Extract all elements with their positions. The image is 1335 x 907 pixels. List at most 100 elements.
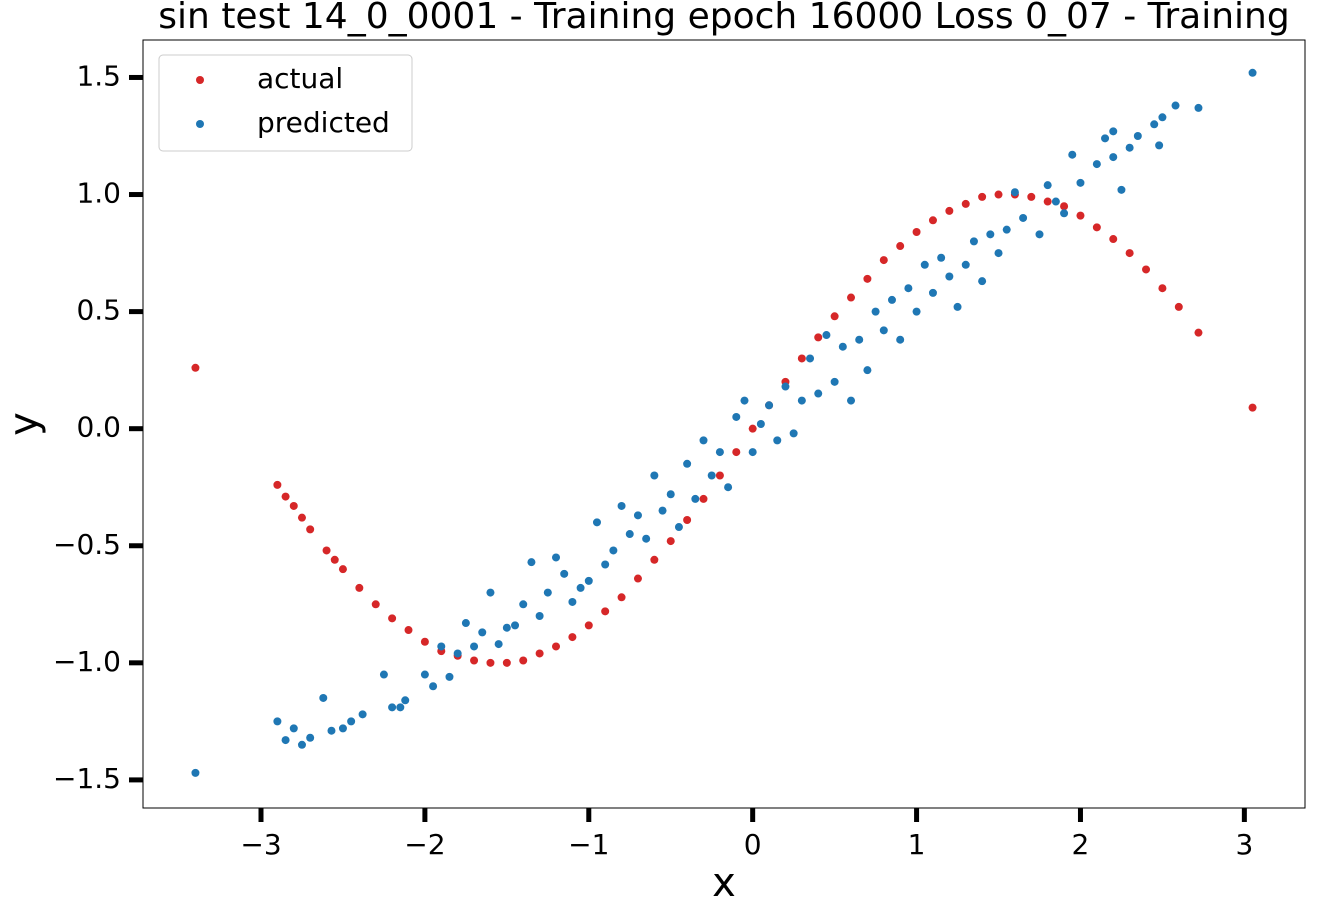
point xyxy=(1019,213,1028,222)
point xyxy=(838,342,847,351)
point xyxy=(732,412,741,421)
legend-marker xyxy=(196,76,204,84)
point xyxy=(404,626,413,635)
point xyxy=(519,656,528,665)
point xyxy=(1248,403,1257,412)
point xyxy=(658,506,667,515)
point xyxy=(273,480,282,489)
plot-frame xyxy=(142,39,1306,809)
point xyxy=(401,696,410,705)
x-tick-label: 3 xyxy=(1235,828,1253,861)
point xyxy=(502,658,511,667)
point xyxy=(1101,134,1110,143)
point xyxy=(306,733,315,742)
x-tick-label: −3 xyxy=(240,828,281,861)
point xyxy=(511,621,520,630)
x-tick-label: −1 xyxy=(568,828,609,861)
point xyxy=(535,649,544,658)
point xyxy=(699,436,708,445)
series xyxy=(191,190,1257,667)
point xyxy=(748,448,757,457)
point xyxy=(683,459,692,468)
point xyxy=(617,501,626,510)
x-tick-label: 2 xyxy=(1072,828,1090,861)
point xyxy=(1109,153,1118,162)
point xyxy=(396,703,405,712)
series xyxy=(191,68,1257,777)
point xyxy=(937,253,946,262)
point xyxy=(297,513,306,522)
point xyxy=(1043,181,1052,190)
point xyxy=(319,693,328,702)
point xyxy=(912,307,921,316)
point xyxy=(1133,132,1142,140)
point xyxy=(306,525,315,534)
point xyxy=(1109,127,1118,136)
point xyxy=(814,333,823,342)
point xyxy=(355,583,364,592)
point xyxy=(470,656,479,665)
point xyxy=(420,670,429,679)
point xyxy=(568,597,577,606)
point xyxy=(912,228,921,236)
point xyxy=(830,312,839,321)
x-tick-label: −2 xyxy=(404,828,445,861)
point xyxy=(1174,302,1183,311)
point xyxy=(543,588,552,597)
point xyxy=(584,576,593,585)
point xyxy=(1125,143,1134,152)
legend-label: actual xyxy=(257,62,343,95)
point xyxy=(552,642,561,651)
point xyxy=(1155,141,1164,150)
point xyxy=(625,530,634,539)
point xyxy=(322,546,331,555)
point xyxy=(1117,185,1126,194)
point xyxy=(748,424,757,433)
point xyxy=(281,492,290,501)
point xyxy=(978,277,987,286)
point xyxy=(863,274,872,283)
point xyxy=(969,237,978,246)
point xyxy=(847,293,856,302)
point xyxy=(486,658,495,667)
point xyxy=(961,199,970,208)
point xyxy=(1158,284,1167,293)
point xyxy=(371,600,380,609)
point xyxy=(920,260,929,269)
point xyxy=(470,642,479,651)
point xyxy=(592,518,601,527)
point xyxy=(945,206,954,215)
point xyxy=(1194,328,1203,337)
point xyxy=(1142,265,1151,274)
point xyxy=(327,726,336,735)
point xyxy=(1150,120,1159,129)
point xyxy=(461,619,470,628)
point xyxy=(273,717,282,726)
point xyxy=(1092,160,1101,169)
x-axis-label: x xyxy=(712,860,736,906)
point xyxy=(1109,235,1118,244)
point xyxy=(527,558,536,567)
x-tick-label: 0 xyxy=(744,828,762,861)
point xyxy=(699,494,708,503)
point xyxy=(289,724,298,733)
point xyxy=(896,335,905,344)
point xyxy=(904,284,913,293)
point xyxy=(1092,223,1101,232)
point xyxy=(994,249,1003,258)
point xyxy=(806,354,815,363)
point xyxy=(617,593,626,602)
point xyxy=(732,448,741,457)
legend-box xyxy=(158,54,413,152)
point xyxy=(879,326,888,335)
point xyxy=(994,190,1003,199)
point xyxy=(928,216,937,225)
x-tick-label: 1 xyxy=(908,828,926,861)
y-tick-label: −1.0 xyxy=(53,645,121,678)
point xyxy=(347,717,356,726)
point xyxy=(633,574,642,583)
point xyxy=(338,565,347,574)
point xyxy=(1125,249,1134,258)
point xyxy=(289,501,298,510)
